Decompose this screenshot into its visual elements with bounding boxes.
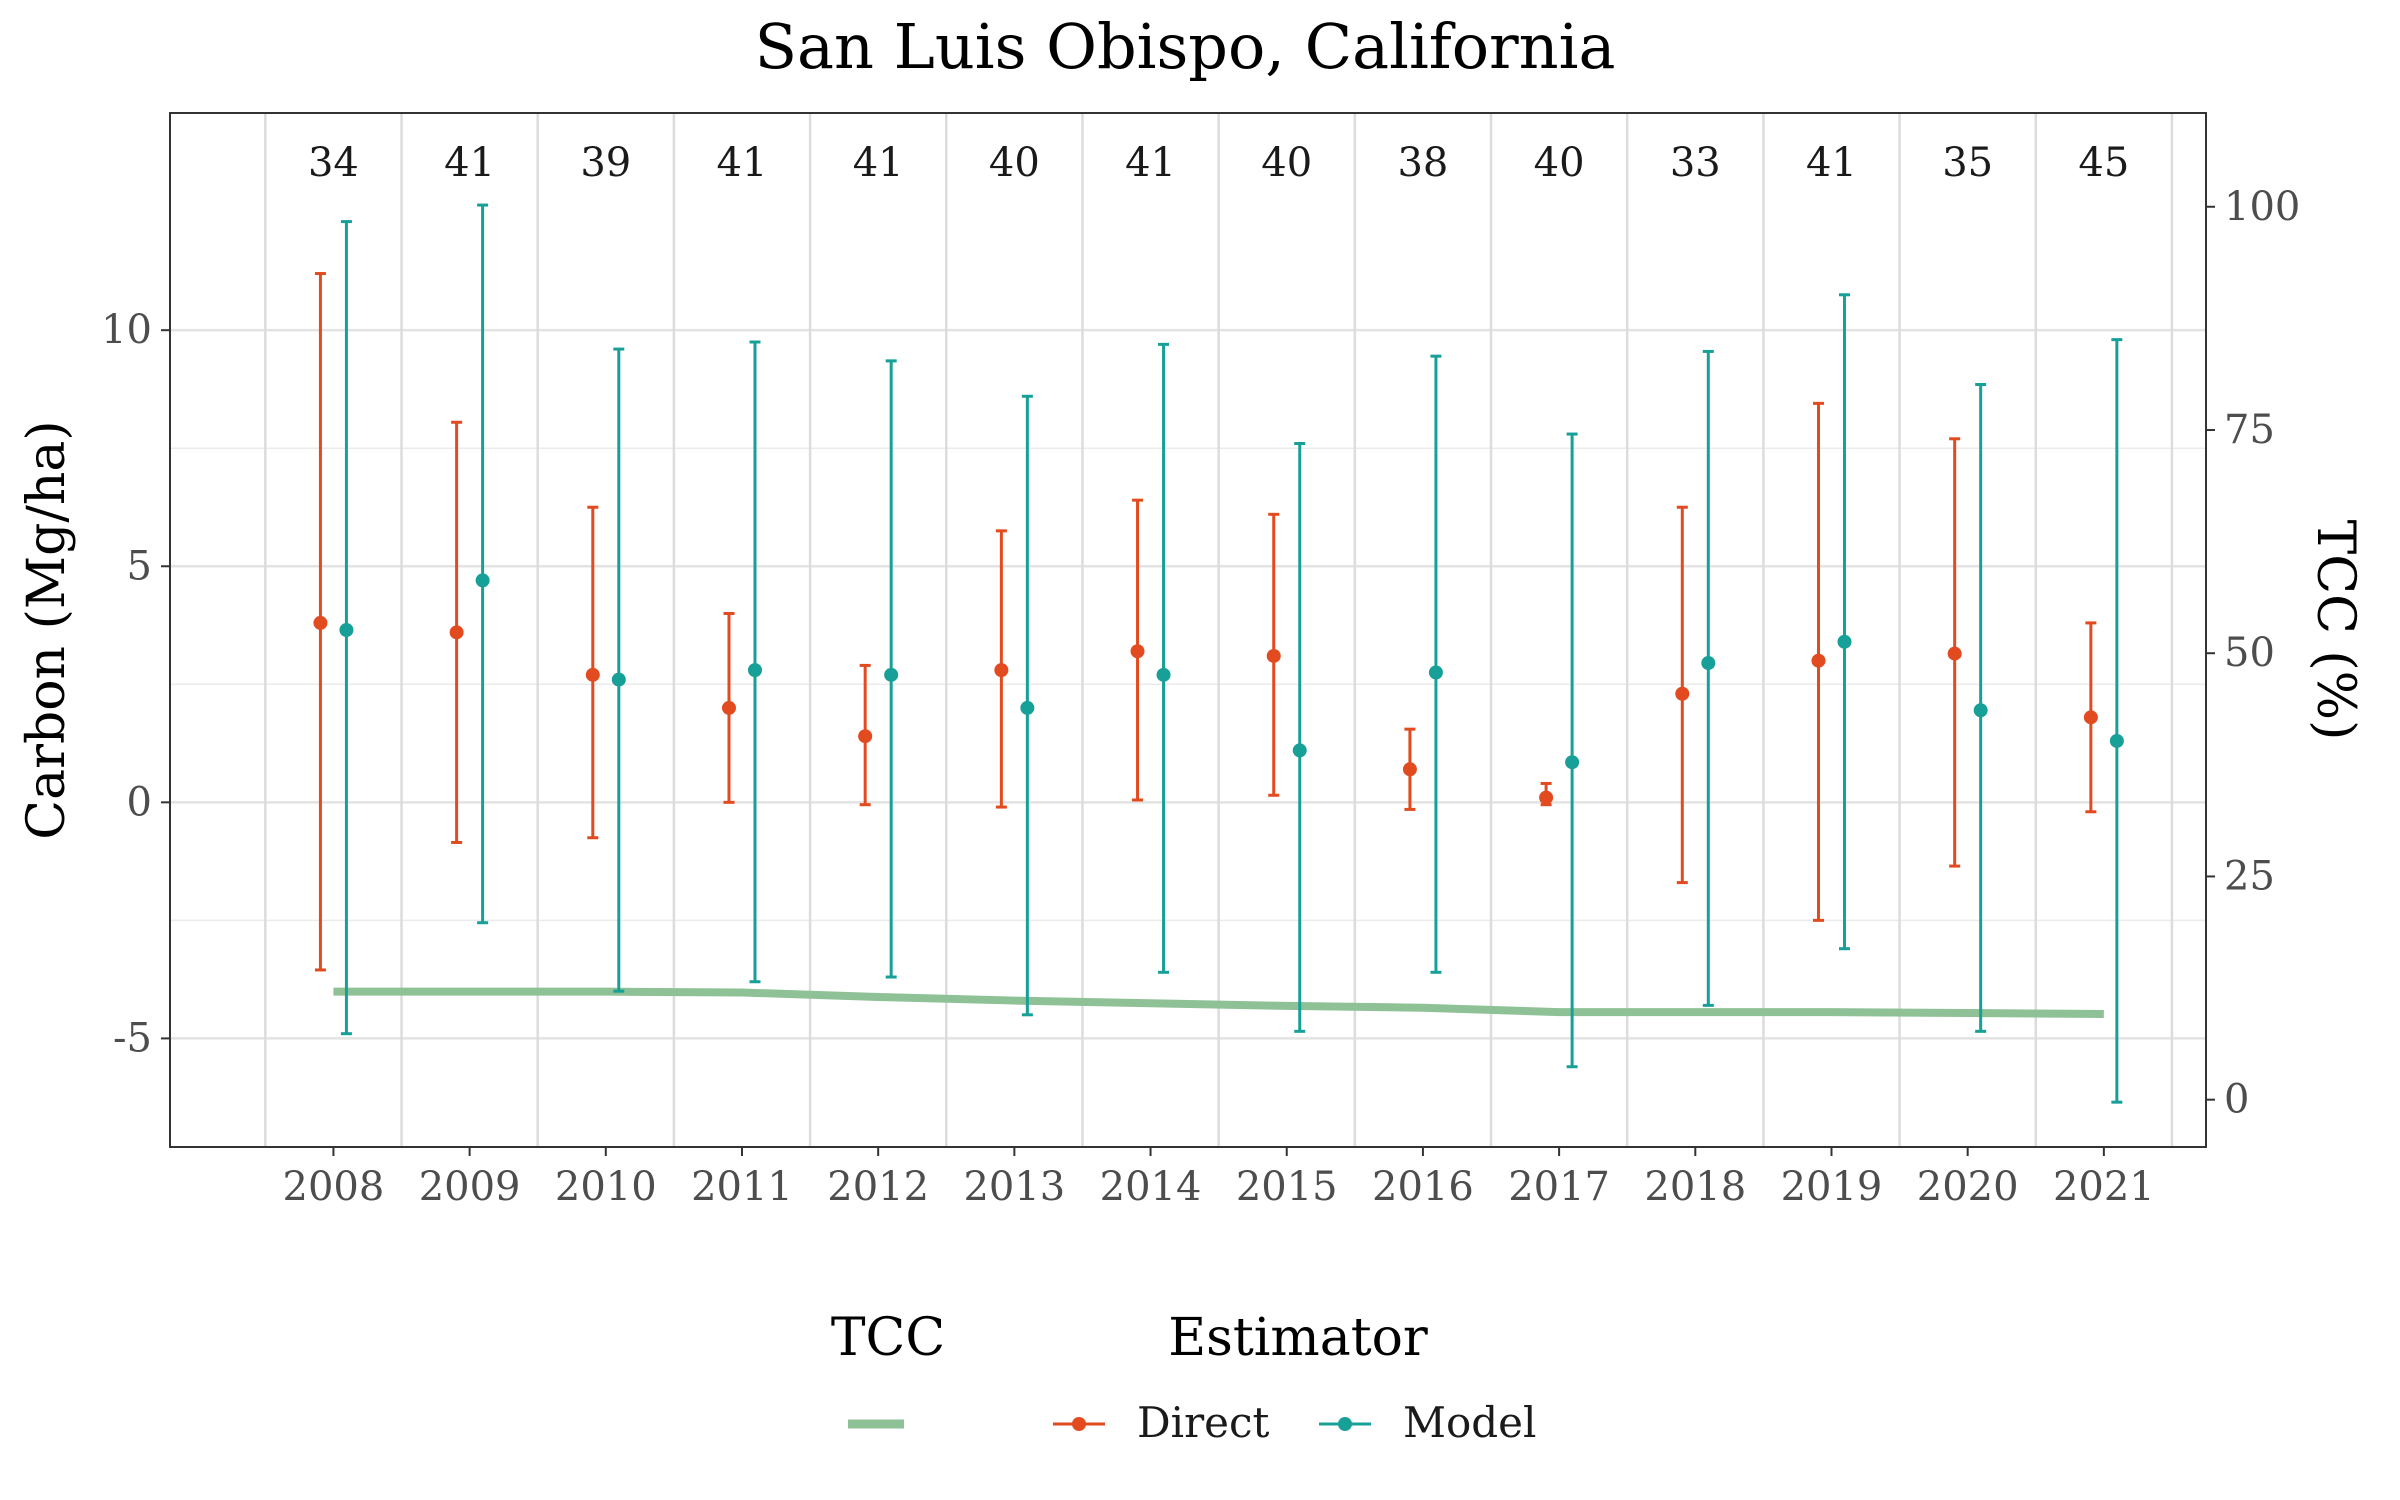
y2-tick-label: 75	[2224, 407, 2275, 453]
y2-tick-label: 0	[2224, 1077, 2249, 1123]
legend-label-model: Model	[1403, 1398, 1536, 1447]
data-point	[449, 625, 464, 640]
legend-estimator-keys	[1053, 1417, 1371, 1431]
count-label: 40	[989, 140, 1040, 186]
x-tick-label: 2017	[1508, 1164, 1610, 1210]
data-point	[1701, 656, 1716, 671]
right-axis: 0 25 50 75 100	[2206, 184, 2300, 1123]
count-label: 41	[717, 140, 768, 186]
count-label: 39	[580, 140, 631, 186]
x-tick-label: 2013	[963, 1164, 1065, 1210]
data-point	[1292, 743, 1307, 758]
legend-label-direct: Direct	[1137, 1398, 1270, 1447]
count-label: 41	[1806, 140, 1857, 186]
data-marks	[313, 203, 2124, 1104]
x-tick-label: 2020	[1917, 1164, 2019, 1210]
y-tick-label: 10	[101, 307, 152, 353]
data-point	[1428, 665, 1443, 680]
x-tick-label: 2015	[1236, 1164, 1338, 1210]
legend-tcc-title: TCC	[831, 1308, 945, 1368]
x-tick-label: 2012	[827, 1164, 929, 1210]
data-point	[1947, 646, 1962, 661]
x-tick-label: 2014	[1100, 1164, 1202, 1210]
count-label: 45	[2078, 140, 2129, 186]
data-point	[475, 573, 490, 588]
plot-border	[169, 112, 2207, 1148]
data-point	[994, 663, 1009, 678]
count-label: 38	[1397, 140, 1448, 186]
tcc-line	[333, 987, 2104, 1018]
count-label: 40	[1261, 140, 1312, 186]
x-tick-label: 2009	[419, 1164, 521, 1210]
data-point	[1266, 648, 1281, 663]
data-point	[313, 615, 328, 630]
chart-title: San Luis Obispo, California	[755, 10, 1616, 83]
count-labels: 34 41 39 41 41 40 41 40 38 40 33 41 35 45	[308, 140, 2129, 186]
data-point	[339, 623, 354, 637]
data-point	[1565, 755, 1580, 770]
data-point	[1811, 653, 1826, 668]
data-point	[1402, 762, 1417, 777]
count-label: 41	[444, 140, 495, 186]
data-point	[1156, 667, 1171, 682]
x-tick-label: 2019	[1781, 1164, 1883, 1210]
y-tick-label: -5	[113, 1015, 152, 1061]
left-axis: -5 0 5 10	[101, 307, 170, 1061]
y2-tick-label: 25	[2224, 853, 2275, 899]
data-point	[747, 663, 762, 678]
data-point	[1020, 700, 1035, 715]
y-tick-label: 0	[127, 779, 152, 825]
data-point	[1973, 703, 1988, 718]
tcc-layer	[333, 987, 2104, 1018]
data-point	[1675, 686, 1690, 701]
count-label: 41	[853, 140, 904, 186]
plot-panel	[170, 113, 2206, 1147]
data-point	[611, 672, 626, 687]
count-label: 34	[308, 140, 359, 186]
series-model	[339, 203, 2124, 1104]
x-tick-label: 2018	[1644, 1164, 1746, 1210]
count-label: 40	[1534, 140, 1585, 186]
x-tick-label: 2021	[2053, 1164, 2155, 1210]
data-point	[585, 667, 600, 682]
data-point	[884, 667, 899, 682]
count-label: 41	[1125, 140, 1176, 186]
legend-key-point-direct	[1072, 1417, 1086, 1431]
data-point	[858, 729, 873, 744]
count-label: 35	[1942, 140, 1993, 186]
bottom-axis: 2008 2009 2010 2011 2012 2013 2014 2015 2016 2017…	[283, 1147, 2155, 1210]
data-point	[1539, 790, 1554, 805]
data-point	[721, 700, 736, 715]
x-tick-label: 2008	[283, 1164, 385, 1210]
data-point	[2109, 733, 2124, 748]
y-tick-label: 5	[127, 543, 152, 589]
x-tick-label: 2011	[691, 1164, 793, 1210]
y2-tick-label: 50	[2224, 630, 2275, 676]
y2-axis-title: TCC (%)	[2305, 520, 2365, 741]
legend-estimator-title: Estimator	[1168, 1308, 1428, 1368]
legend: TCC Estimator Direct Model	[831, 1308, 1537, 1447]
legend-key-point-model	[1338, 1417, 1352, 1431]
count-label: 33	[1670, 140, 1721, 186]
x-tick-label: 2010	[555, 1164, 657, 1210]
y-axis-title: Carbon (Mg/ha)	[17, 420, 77, 839]
y2-tick-label: 100	[2224, 184, 2300, 230]
data-point	[1837, 634, 1852, 649]
data-point	[2083, 710, 2098, 725]
data-point	[1130, 644, 1145, 659]
grid-lines	[170, 113, 2206, 1147]
series-direct	[313, 272, 2098, 972]
x-tick-label: 2016	[1372, 1164, 1474, 1210]
